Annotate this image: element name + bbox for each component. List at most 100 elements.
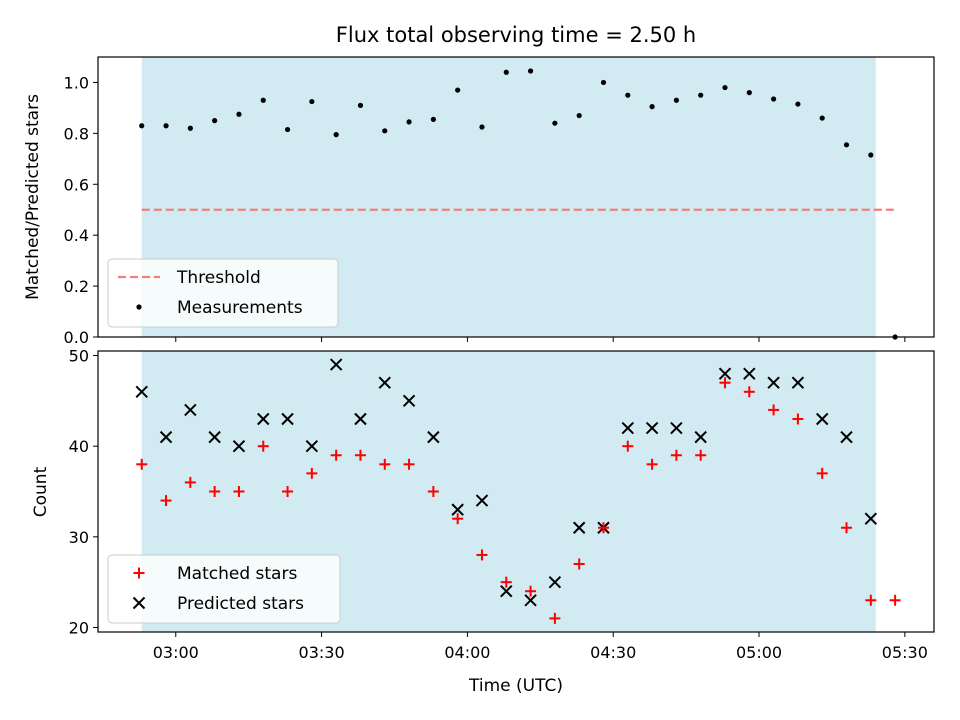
matched-star-point [597, 522, 609, 534]
predicted-star-point [451, 503, 464, 516]
measurement-point [212, 118, 218, 124]
predicted-star-point [281, 412, 294, 426]
matched-star-point [500, 576, 512, 588]
ratio-panel: 0.0 0.2 0.4 0.6 0.8 1.0 Matched/Predicted sta… [23, 56, 935, 347]
measurement-point [746, 90, 752, 96]
matched-star-point [476, 549, 488, 561]
measurement-point [649, 104, 655, 110]
measurement-point [382, 128, 388, 134]
measurement-point [771, 96, 777, 102]
matched-star-point [403, 458, 415, 470]
predicted-star-point [305, 439, 319, 453]
measurement-point [236, 111, 242, 117]
x-axis-label: Time (UTC) [468, 676, 563, 696]
ratio-panel-frame [97, 56, 935, 338]
x-tick-label: 05:00 [736, 643, 782, 662]
matched-star-points [136, 377, 901, 624]
predicted-star-point [159, 430, 173, 444]
matched-star-point [670, 449, 682, 461]
measurement-point [625, 92, 631, 98]
matched-star-point [816, 467, 828, 479]
matched-star-point [646, 458, 658, 470]
y-tick-label: 0.8 [64, 124, 89, 143]
predicted-star-point [791, 376, 805, 389]
predicted-star-point [694, 430, 707, 444]
matched-star-point [452, 513, 464, 525]
measurement-point [552, 120, 558, 126]
y-tick-label: 0.6 [64, 175, 89, 194]
measurement-point [600, 79, 607, 86]
matched-star-point [865, 594, 877, 606]
predicted-star-point [816, 412, 829, 426]
count-y-label: Count [31, 466, 51, 517]
predicted-star-point [548, 575, 562, 589]
measurement-point [843, 142, 850, 148]
y-tick-label: 1.0 [64, 73, 89, 92]
x-tick-label: 03:30 [299, 643, 345, 662]
predicted-star-point [670, 421, 683, 435]
measurement-point [527, 68, 534, 74]
predicted-star-point [427, 430, 440, 444]
chart-title: Flux total observing time = 2.50 h [336, 23, 696, 47]
matched-star-point [695, 449, 707, 461]
matched-star-point [549, 612, 561, 624]
matched-legend-marker [133, 567, 145, 579]
count-legend-box [107, 554, 341, 624]
predicted-star-point [475, 494, 489, 507]
matched-star-point [306, 467, 318, 479]
matched-star-point [233, 486, 245, 497]
y-tick-label: 0.2 [64, 277, 89, 296]
predicted-star-point [402, 394, 416, 408]
predicted-star-point [500, 585, 513, 598]
measurement-point [284, 126, 291, 133]
predicted-star-point [718, 367, 732, 380]
ratio-x-axis [175, 337, 906, 342]
predicted-star-point [232, 439, 246, 453]
predicted-legend-label: Predicted stars [177, 594, 304, 614]
y-tick-label: 0.4 [64, 226, 89, 245]
measurement-point [795, 101, 801, 107]
ratio-y-axis: 0.0 0.2 0.4 0.6 0.8 1.0 [64, 73, 98, 347]
threshold-legend-label: Threshold [176, 268, 261, 288]
predicted-star-point [135, 385, 148, 398]
count-panel-frame [97, 350, 935, 633]
matched-star-point [841, 522, 853, 534]
x-tick-label: 04:30 [590, 643, 636, 662]
predicted-legend-swatch [132, 596, 146, 610]
measurement-legend-swatch [136, 304, 142, 310]
measurement-point [698, 92, 704, 98]
y-tick-label: 40 [69, 437, 89, 456]
predicted-star-point [572, 521, 586, 534]
matched-star-point [209, 486, 221, 497]
measurement-point [722, 84, 728, 91]
measurement-point [430, 116, 436, 122]
measurement-point [333, 132, 339, 138]
matched-star-point [160, 495, 172, 507]
measurement-point [139, 123, 145, 129]
y-tick-label: 20 [69, 618, 89, 637]
predicted-star-point [621, 421, 634, 435]
predicted-star-point [864, 512, 878, 525]
matched-star-point [889, 594, 901, 606]
predicted-star-points [135, 358, 878, 607]
matched-star-point [282, 486, 294, 497]
matched-star-point [622, 440, 634, 452]
measurement-point [868, 152, 874, 158]
x-tick-label: 04:00 [444, 643, 490, 662]
matched-star-point [257, 440, 269, 452]
measurement-point [503, 69, 509, 75]
measurement-point [260, 97, 266, 103]
count-legend: Matched stars Predicted stars [107, 554, 341, 624]
measurement-point [406, 119, 412, 125]
y-tick-label: 0.0 [64, 328, 89, 347]
measurement-point [819, 115, 825, 121]
matched-star-point [354, 449, 366, 461]
matched-star-point [330, 449, 342, 461]
measurement-point [673, 97, 679, 103]
matched-legend-label: Matched stars [177, 564, 297, 584]
matched-star-point [573, 558, 585, 570]
matched-star-point [743, 386, 755, 398]
matched-star-point [792, 413, 804, 425]
predicted-star-point [378, 376, 391, 389]
